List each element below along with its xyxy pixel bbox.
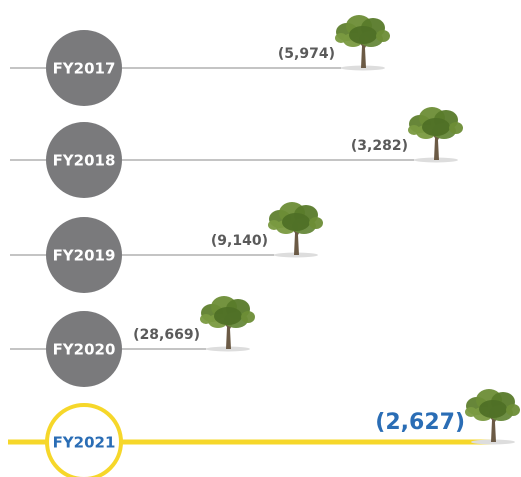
tree-foliage [309,217,323,229]
tree-foliage [214,307,242,325]
tree-foliage [282,213,310,231]
value-label: (3,282) [351,138,408,154]
year-label: FY2021 [53,434,116,452]
tree-foliage [449,122,463,134]
tree-trunk [429,128,444,160]
tree-foliage [335,33,347,43]
year-circle [46,217,122,293]
year-label: FY2018 [53,152,116,170]
tree-icon [465,389,520,445]
year-circle [46,311,122,387]
tree-foliage [200,314,212,324]
year-label: FY2020 [53,341,116,359]
tree-foliage [422,118,450,136]
tree-foliage [479,400,507,418]
year-circle [45,403,123,477]
tree-foliage [376,30,390,42]
tree-trunk [356,36,371,68]
tree-trunk [289,223,304,255]
tree-icon [268,202,323,258]
tree-icon [335,15,390,71]
tree-trunk [486,410,501,442]
value-label: (28,669) [133,327,200,343]
year-circle [46,30,122,106]
tree-foliage [268,220,280,230]
tree-icon [408,107,463,163]
year-circle [46,122,122,198]
tree-foliage [408,125,420,135]
value-label: (5,974) [278,46,335,62]
tree-icon [200,296,255,352]
year-label: FY2017 [53,60,116,78]
tree-foliage [241,311,255,323]
tree-foliage [465,407,477,417]
tree-foliage [349,26,377,44]
value-label: (9,140) [211,233,268,249]
value-label: (2,627) [375,410,465,435]
year-label: FY2019 [53,247,116,265]
tree-trunk [221,317,236,349]
tree-foliage [506,404,520,416]
